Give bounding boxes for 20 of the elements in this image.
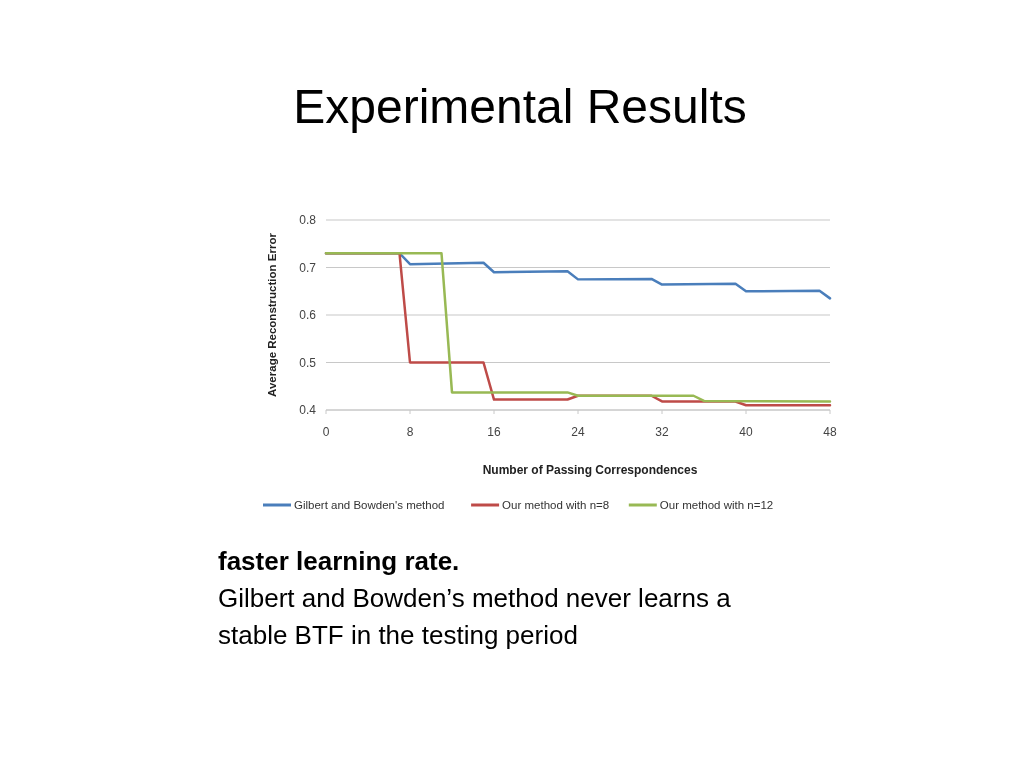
y-tick-label: 0.4 (299, 403, 317, 417)
x-tick-label: 32 (655, 425, 669, 439)
x-tick-label: 24 (571, 425, 585, 439)
legend-label: Gilbert and Bowden's method (294, 499, 445, 511)
x-tick-label: 8 (406, 425, 414, 439)
y-tick-label: 0.5 (299, 355, 317, 370)
legend-label: Our method with n=8 (502, 499, 610, 511)
x-axis-title: Number of Passing Correspondences (482, 463, 698, 477)
x-tick-label: 16 (487, 425, 501, 439)
y-tick-label: 0.7 (299, 260, 317, 275)
x-tick-label: 48 (823, 425, 837, 439)
text: faster learning rate. (218, 546, 460, 576)
y-axis-title: Average Reconstruction Error (266, 232, 278, 397)
text: Gilbert and Bowden’s method never learns a stable BTF in the testing period (218, 583, 732, 650)
legend-label: Our method with n=12 (659, 499, 774, 511)
y-tick-label: 0.6 (299, 308, 317, 322)
y-tick-label: 0.8 (299, 213, 317, 227)
chart-title: Experimental Results (293, 80, 747, 133)
x-tick-label: 40 (739, 425, 753, 439)
x-tick-label: 0 (322, 425, 330, 439)
